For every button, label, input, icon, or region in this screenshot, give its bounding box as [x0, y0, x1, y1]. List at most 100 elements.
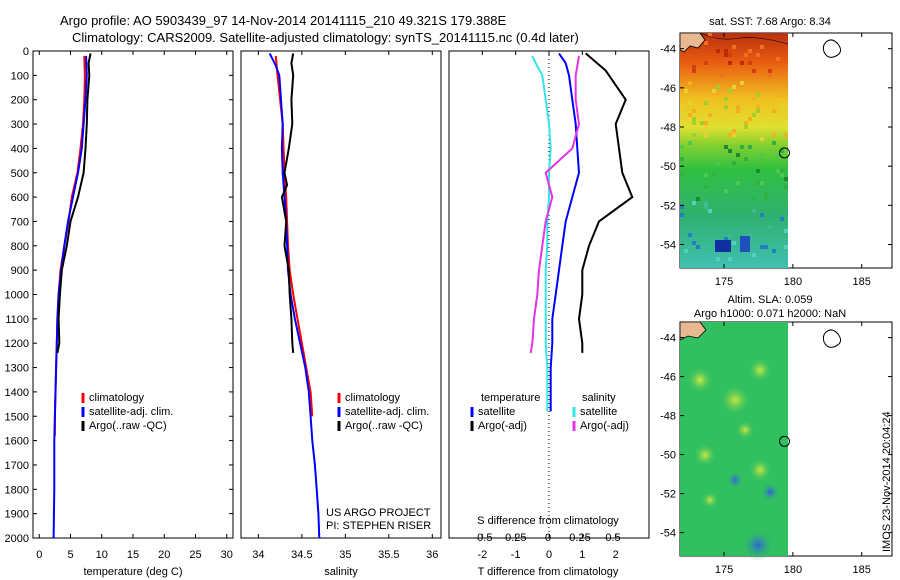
- depth-tick-label: 1300: [5, 363, 29, 375]
- sla-anomaly-blob: [760, 482, 780, 502]
- sst-pixel: [732, 45, 736, 49]
- sst-pixel: [696, 197, 700, 201]
- sst-pixel: [680, 145, 684, 149]
- sst-pixel: [704, 173, 708, 177]
- sst-pixel: [784, 245, 788, 249]
- sst-map-title: sat. SST: 7.68 Argo: 8.34: [709, 16, 831, 28]
- sst-pixel: [740, 61, 744, 65]
- series-line-blue: [549, 52, 581, 412]
- sst-pixel: [696, 245, 700, 249]
- sst-pixel: [772, 141, 776, 145]
- lat-tick-label: -44: [660, 333, 676, 345]
- sst-pixel: [732, 85, 736, 89]
- depth-tick-label: 600: [11, 192, 29, 204]
- header-line-2: Climatology: CARS2009. Satellite-adjuste…: [72, 30, 579, 45]
- salinity-plot-frame: [240, 50, 442, 539]
- sst-pixel: [704, 121, 708, 125]
- temperature-legend: climatology satellite-adj. clim. Argo(..ra…: [81, 392, 173, 432]
- sla-anomaly-blob: [742, 529, 774, 561]
- legend-label: Argo(..raw -QC): [89, 420, 167, 432]
- sst-pixel: [768, 225, 772, 229]
- sst-pixel: [680, 213, 684, 217]
- sst-pixel: [712, 37, 716, 41]
- sst-pixel: [764, 245, 768, 249]
- sst-pixel: [688, 101, 692, 105]
- depth-tick-label: 300: [11, 119, 29, 131]
- sst-field-texture: [680, 33, 788, 261]
- sst-pixel: [724, 105, 728, 109]
- depth-tick-label: 1500: [5, 411, 29, 423]
- sst-pixel: [760, 137, 764, 141]
- sst-pixel: [752, 113, 756, 117]
- depth-tick-label: 1700: [5, 460, 29, 472]
- sst-pixel: [724, 49, 728, 53]
- sst-pixel: [716, 49, 720, 53]
- depth-tick-label: 1900: [5, 509, 29, 521]
- sst-pixel: [704, 125, 708, 129]
- lat-tick-label: -48: [660, 411, 676, 423]
- sst-pixel: [780, 149, 784, 153]
- coast-contour: [699, 32, 789, 45]
- sla-anomaly-blob: [719, 384, 751, 416]
- sst-pixel: [752, 97, 756, 101]
- lon-tick-label: 185: [853, 276, 871, 288]
- sst-pixel: [756, 181, 760, 185]
- sst-pixel: [760, 181, 764, 185]
- difference-legend: temperature salinity satellite Argo(-adj) sa…: [470, 392, 629, 432]
- pi-annotation: PI: STEPHEN RISER: [326, 520, 431, 532]
- x-tick-label: 34: [252, 549, 264, 561]
- sst-pixel: [704, 41, 708, 45]
- sst-pixel: [728, 89, 732, 93]
- salinity-xlabel: salinity: [324, 566, 358, 578]
- depth-tick-label: 1200: [5, 338, 29, 350]
- series-line-magenta: [529, 55, 581, 354]
- sst-pixel: [728, 53, 732, 57]
- sst-pixel: [688, 81, 692, 85]
- sst-pixel: [736, 181, 740, 185]
- sst-pixel: [748, 49, 752, 53]
- sst-pixel: [680, 105, 684, 109]
- x-tick-label: -1: [511, 549, 521, 561]
- argo-location-marker-2: [778, 435, 790, 447]
- sst-pixel: [732, 133, 736, 137]
- sst-pixel: [736, 153, 740, 157]
- x-tick-label: -2: [477, 549, 487, 561]
- x-tick-label: 35: [339, 549, 351, 561]
- sst-pixel: [780, 217, 784, 221]
- sla-map-title-1: Altim. SLA: 0.059: [728, 294, 813, 306]
- legend-label: satellite-adj. clim.: [89, 406, 173, 418]
- depth-tick-label: 800: [11, 241, 29, 253]
- sst-pixel: [784, 229, 788, 233]
- temperature-axis: 0 5 10 15 20 25 30: [36, 51, 233, 561]
- s-tick-label: -0.5: [474, 532, 493, 544]
- sst-pixel: [760, 113, 764, 117]
- sst-pixel: [772, 109, 776, 113]
- sla-anomaly-blob: [748, 358, 772, 382]
- depth-tick-label: 400: [11, 143, 29, 155]
- sst-pixel: [772, 133, 776, 137]
- depth-tick-label: 1400: [5, 387, 29, 399]
- sst-pixel: [688, 45, 692, 49]
- sst-pixel: [700, 121, 704, 125]
- sst-pixel: [724, 53, 728, 57]
- legend-label: Argo(-adj): [580, 420, 629, 432]
- salinity-legend: climatology satellite-adj. clim. Argo(..ra…: [337, 392, 429, 432]
- x-tick-label: 2: [613, 549, 619, 561]
- island-outline: [822, 39, 842, 58]
- sst-pixel: [760, 153, 764, 157]
- sst-pixel: [784, 185, 788, 189]
- sst-pixel: [708, 33, 712, 37]
- sst-pixel: [736, 109, 740, 113]
- depth-tick-label: 900: [11, 265, 29, 277]
- sst-pixel: [704, 61, 708, 65]
- temperature-plot-frame: [32, 50, 234, 539]
- legend-label: Argo(-adj): [478, 420, 527, 432]
- sst-pixel: [680, 205, 684, 209]
- x-tick-label: 36: [426, 549, 438, 561]
- sst-pixel: [776, 153, 780, 157]
- lat-tick-label: -52: [660, 200, 676, 212]
- sst-pixel: [724, 117, 728, 121]
- sst-pixel: [764, 193, 768, 197]
- land-patch: [679, 32, 706, 53]
- land-patch-2: [679, 321, 707, 341]
